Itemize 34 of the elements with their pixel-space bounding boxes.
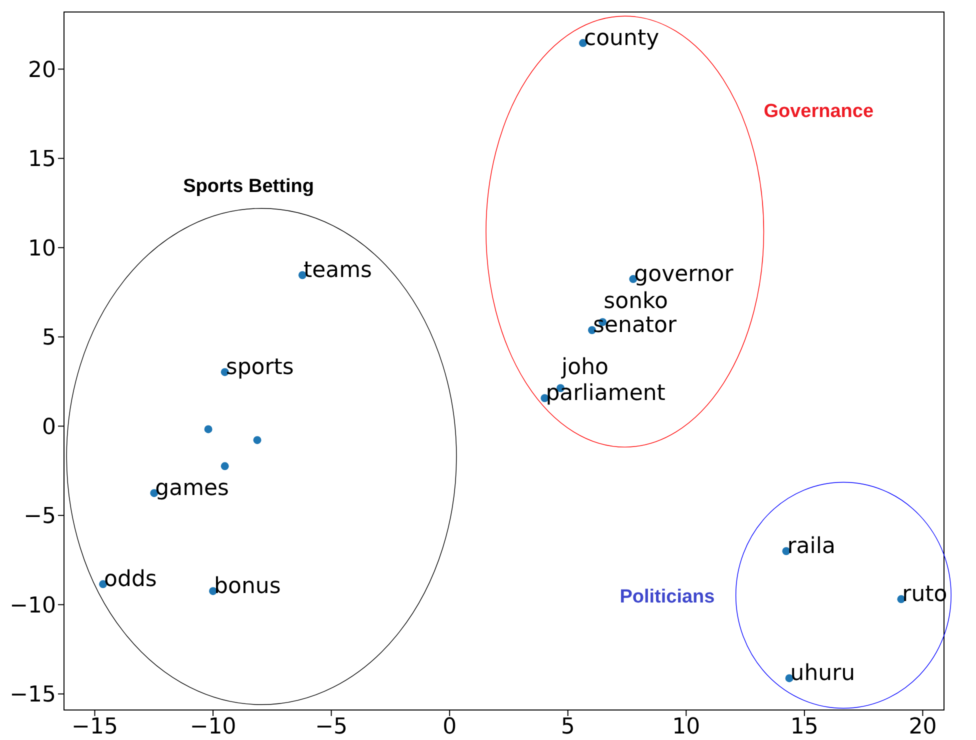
annotation: Politicians xyxy=(620,586,715,608)
x-tick-label: 20 xyxy=(908,714,937,740)
y-tick-label: 15 xyxy=(28,147,56,172)
annotation: joho xyxy=(560,355,609,380)
x-tick-label: −5 xyxy=(315,714,348,740)
x-tick-label: 10 xyxy=(672,714,700,740)
y-tick-label: 5 xyxy=(42,326,56,351)
annotation: Sports Betting xyxy=(183,176,314,197)
point xyxy=(204,425,212,434)
annotation: raila xyxy=(787,534,836,560)
annotation: teams xyxy=(303,258,372,284)
x-tick-label: 0 xyxy=(442,714,457,740)
point xyxy=(220,462,229,470)
point xyxy=(253,436,262,444)
annotation: bonus xyxy=(214,574,281,600)
annotation: county xyxy=(584,26,660,52)
annotation: parliament xyxy=(546,381,666,406)
annotation: governor xyxy=(634,262,734,288)
annotation: sports xyxy=(226,355,294,380)
x-tick-label: 5 xyxy=(560,714,575,740)
annotation: sonko xyxy=(604,289,668,314)
x-tick-label: −10 xyxy=(190,714,236,740)
annotation: odds xyxy=(104,567,157,592)
y-tick-label: 0 xyxy=(42,414,56,440)
annotation: Governance xyxy=(764,100,874,122)
annotation: uhuru xyxy=(790,661,856,686)
x-tick-label: −15 xyxy=(72,714,118,740)
y-tick-label: −15 xyxy=(10,682,56,708)
y-tick-label: 10 xyxy=(28,236,56,262)
y-tick-label: 20 xyxy=(28,58,56,83)
y-tick-label: −5 xyxy=(24,504,56,530)
annotation: games xyxy=(155,476,230,502)
y-tick-label: −10 xyxy=(10,593,56,618)
x-tick-label: 15 xyxy=(790,714,818,740)
